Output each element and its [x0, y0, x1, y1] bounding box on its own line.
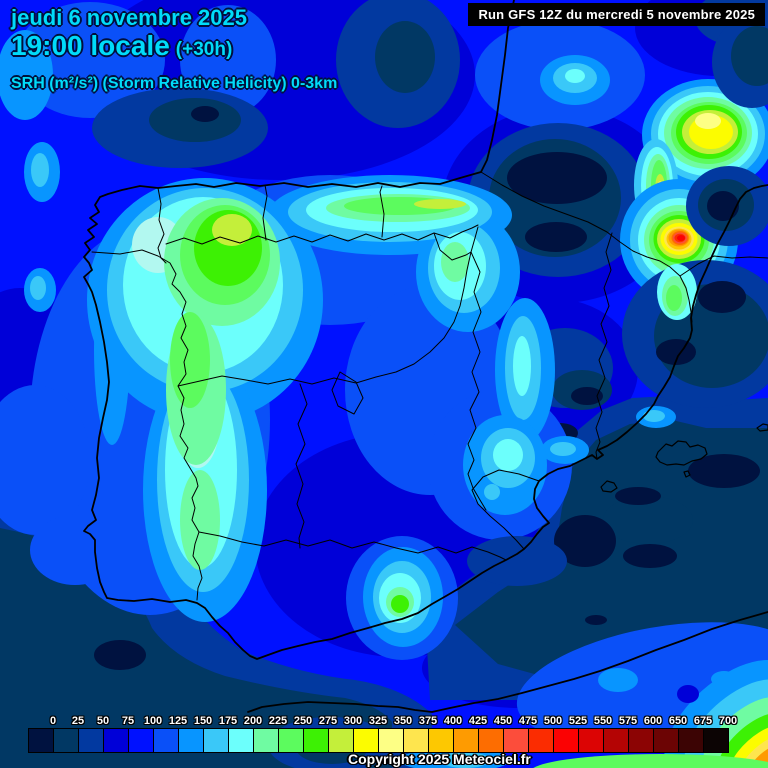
- legend-tick-label: 475: [518, 715, 538, 727]
- legend-cell-475: [503, 728, 529, 753]
- legend-tick-label: 350: [393, 715, 413, 727]
- legend-cell-0: [28, 728, 54, 753]
- legend-tick-label: 100: [143, 715, 163, 727]
- legend-tick-label: 650: [668, 715, 688, 727]
- africa-coastline: [247, 611, 768, 713]
- legend-cell-525: [553, 728, 579, 753]
- ne-dark-zones: [622, 16, 768, 408]
- legend-tick-label: 375: [418, 715, 438, 727]
- mallorca-outline: [655, 440, 708, 466]
- legend-tick-label: 250: [293, 715, 313, 727]
- nw-high-srh-region: [0, 30, 610, 622]
- legend-cell-650: [653, 728, 679, 753]
- legend-cell-375: [403, 728, 429, 753]
- legend-tick-label: 300: [343, 715, 363, 727]
- legend-tick-label: 575: [618, 715, 638, 727]
- legend-cell-300: [328, 728, 354, 753]
- menorca-outline: [756, 423, 768, 432]
- legend-tick-label: 325: [368, 715, 388, 727]
- legend-tick-label: 450: [493, 715, 513, 727]
- legend-cell-125: [153, 728, 179, 753]
- legend-cell-400: [428, 728, 454, 753]
- legend-tick-label: 275: [318, 715, 338, 727]
- run-info-box: Run GFS 12Z du mercredi 5 novembre 2025: [468, 3, 765, 26]
- parameter-title: SRH (m²/s²) (Storm Relative Helicity) 0-…: [11, 75, 338, 92]
- legend-tick-label: 525: [568, 715, 588, 727]
- map-header: jeudi 6 novembre 2025 19:00 locale (+30h)…: [11, 5, 337, 93]
- legend-tick-label: 425: [468, 715, 488, 727]
- cabrera-outline: [683, 470, 691, 478]
- coastline: [83, 0, 768, 713]
- legend-tick-label: 550: [593, 715, 613, 727]
- valid-time-line: 19:00 locale (+30h): [11, 30, 337, 65]
- legend-tick-label: 400: [443, 715, 463, 727]
- date-label: jeudi 6 novembre 2025: [11, 5, 247, 30]
- africa-srh-gradient: [400, 622, 768, 768]
- legend-cell-500: [528, 728, 554, 753]
- forecast-offset-label: (+30h): [175, 39, 233, 60]
- border-france-spain: [480, 171, 693, 323]
- legend-cell-700: [703, 728, 729, 753]
- legend-tick-label: 200: [243, 715, 263, 727]
- srh-color-scale: [28, 728, 729, 753]
- legend-tick-label: 150: [193, 715, 213, 727]
- time-label: 19:00 locale: [11, 30, 170, 61]
- legend-cell-600: [628, 728, 654, 753]
- legend-cell-675: [678, 728, 704, 753]
- legend-cell-325: [353, 728, 379, 753]
- legend-tick-label: 25: [71, 715, 85, 727]
- legend-cell-275: [303, 728, 329, 753]
- ibiza-outline: [600, 480, 618, 493]
- legend-cell-575: [603, 728, 629, 753]
- legend-cell-200: [228, 728, 254, 753]
- legend-cell-50: [78, 728, 104, 753]
- legend-cell-225: [253, 728, 279, 753]
- legend-tick-label: 225: [268, 715, 288, 727]
- legend-tick-label: 700: [718, 715, 738, 727]
- legend-cell-75: [103, 728, 129, 753]
- borders: [91, 171, 768, 601]
- legend-cell-150: [178, 728, 204, 753]
- legend-cell-250: [278, 728, 304, 753]
- legend-tick-label: 50: [96, 715, 110, 727]
- legend-cell-550: [578, 728, 604, 753]
- copyright-label: Copyright 2025 Meteociel.fr: [348, 751, 531, 767]
- legend-cell-350: [378, 728, 404, 753]
- legend-tick-label: 0: [49, 715, 57, 727]
- legend-tick-label: 600: [643, 715, 663, 727]
- legend-cell-450: [478, 728, 504, 753]
- legend-cell-425: [453, 728, 479, 753]
- balearic-islands: [600, 423, 768, 493]
- border-portugal-spain: [91, 249, 203, 601]
- legend-tick-label: 75: [121, 715, 135, 727]
- east-coast-srh-spots: [363, 406, 676, 647]
- legend-cell-100: [128, 728, 154, 753]
- legend-tick-label: 675: [693, 715, 713, 727]
- legend-cell-25: [53, 728, 79, 753]
- legend-tick-label: 500: [543, 715, 563, 727]
- legend-cell-175: [203, 728, 229, 753]
- legend-tick-label: 175: [218, 715, 238, 727]
- legend-tick-labels: 0 25 50 75 100 125 150 175 200 225 250 275 300 325 350…: [28, 711, 738, 727]
- legend-tick-label: 125: [168, 715, 188, 727]
